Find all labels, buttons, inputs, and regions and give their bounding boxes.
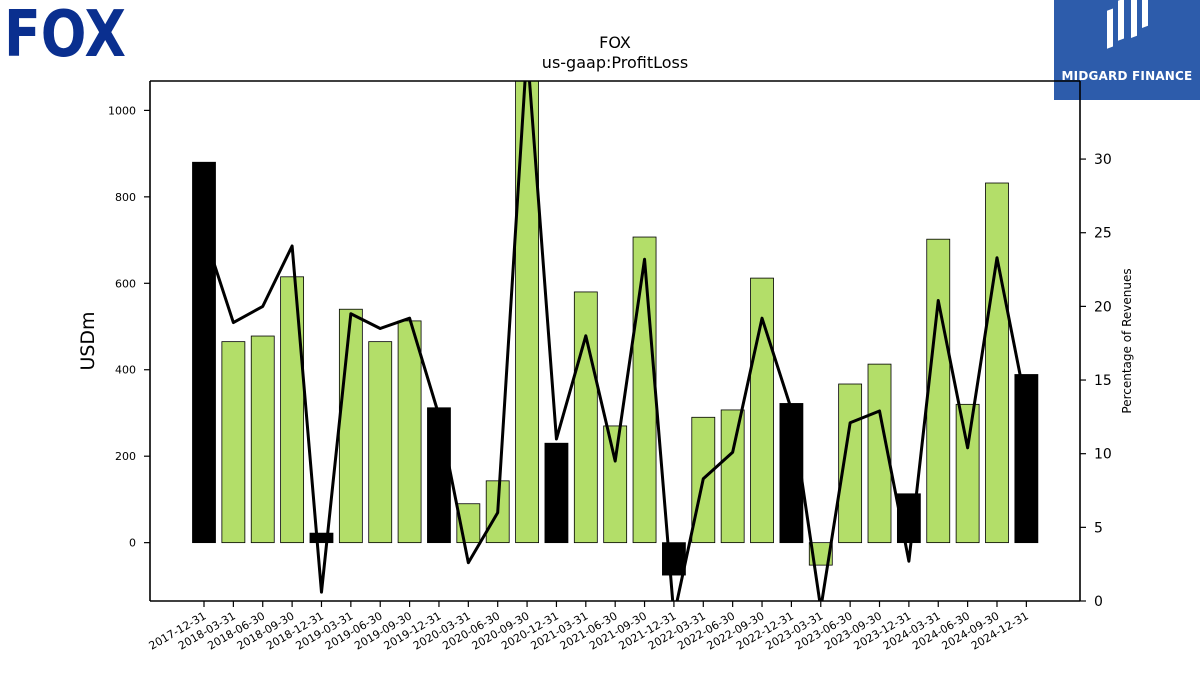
bar — [603, 425, 628, 544]
y-axis-right-label: Percentage of Revenues — [1120, 268, 1134, 413]
y-tick-label: 200 — [115, 450, 136, 463]
midgard-finance-logo: MIDGARD FINANCE — [1054, 0, 1200, 100]
y-right-tick-label: 30 — [1094, 152, 1112, 168]
bar — [720, 409, 745, 544]
midgard-finance-label: MIDGARD FINANCE — [1061, 69, 1193, 83]
bar — [955, 403, 980, 544]
bar — [192, 161, 216, 544]
bar — [427, 407, 451, 544]
bar — [573, 291, 598, 544]
y-tick-label: 600 — [115, 277, 136, 290]
chart-title: FOX — [599, 33, 631, 52]
y-right-tick-label: 0 — [1094, 594, 1103, 610]
bar — [397, 320, 422, 544]
bar — [338, 308, 363, 544]
y-right-tick-label: 15 — [1094, 373, 1112, 389]
plot-clip-group — [192, 81, 1039, 601]
chart-subtitle: us-gaap:ProfitLoss — [542, 53, 688, 72]
bar — [632, 236, 657, 544]
y-axis-label: USDm — [77, 311, 99, 370]
bar — [280, 276, 305, 544]
y-right-tick-label: 25 — [1094, 226, 1112, 242]
bar — [926, 238, 951, 544]
bar — [867, 363, 892, 544]
y-right-tick-label: 5 — [1094, 520, 1103, 536]
y-tick-label: 400 — [115, 364, 136, 377]
y-tick-label: 800 — [115, 191, 136, 204]
percentage-line — [202, 81, 1028, 601]
bar — [250, 335, 275, 544]
bar — [515, 81, 539, 544]
bar — [662, 542, 686, 576]
y-right-tick-label: 20 — [1094, 299, 1112, 315]
y-right-tick-label: 10 — [1094, 447, 1112, 463]
bar — [985, 182, 1009, 544]
bar — [309, 532, 334, 544]
y-tick-label: 0 — [129, 537, 136, 550]
bar — [368, 341, 393, 544]
plot-area: 020040060080010000510152025302017-12-312… — [108, 80, 1112, 653]
bar — [221, 341, 246, 544]
midgard-emblem-icon — [1107, 0, 1148, 49]
bar — [544, 442, 569, 544]
y-tick-label: 1000 — [108, 104, 136, 117]
bar — [838, 383, 863, 544]
bar — [1014, 374, 1039, 544]
